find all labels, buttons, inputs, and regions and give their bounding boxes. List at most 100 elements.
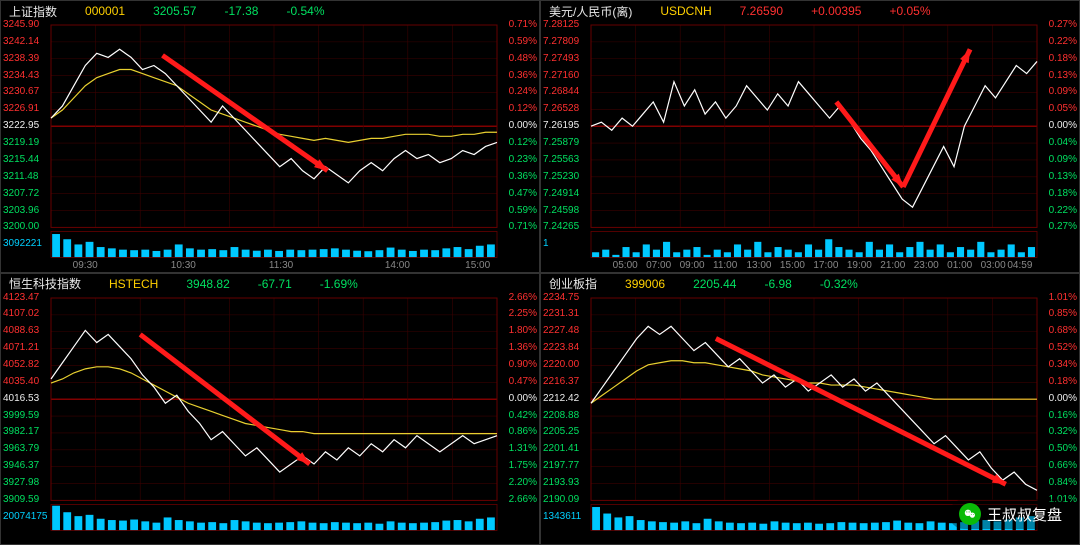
panel-header: 创业板指3990062205.44-6.98-0.32% <box>541 274 1079 294</box>
y-left-label: 2231.31 <box>543 309 579 319</box>
y-left-label: 3946.37 <box>3 461 39 471</box>
chart-panel-usdcnh: 美元/人民币(离)USDCNH7.26590+0.00395+0.05%7.28… <box>540 0 1080 273</box>
y-left-label: 2223.84 <box>543 343 579 353</box>
y-right-label: 0.00% <box>509 121 537 131</box>
y-right-label: 0.84% <box>1049 478 1077 488</box>
chart-area[interactable]: 4123.474107.024088.634071.214052.824035.… <box>1 294 539 545</box>
panel-header: 美元/人民币(离)USDCNH7.26590+0.00395+0.05% <box>541 1 1079 21</box>
y-right-label: 0.24% <box>509 87 537 97</box>
y-left-label: 7.24265 <box>543 222 579 232</box>
y-right-label: 0.13% <box>1049 172 1077 182</box>
y-right-label: 0.04% <box>1049 138 1077 148</box>
chart-panel-sse: 上证指数0000013205.57-17.38-0.54%3245.903242… <box>0 0 540 273</box>
y-right-label: 1.36% <box>509 343 537 353</box>
y-right-label: 0.50% <box>1049 444 1077 454</box>
y-right-label: 0.66% <box>1049 461 1077 471</box>
header-field: 3948.82 <box>186 277 229 291</box>
y-left-label: 3211.48 <box>3 172 38 182</box>
y-left-label: 3226.91 <box>3 104 39 114</box>
x-label: 13:00 <box>746 260 771 271</box>
y-right-label: 0.05% <box>1049 104 1077 114</box>
panel-header: 上证指数0000013205.57-17.38-0.54% <box>1 1 539 21</box>
y-right-label: 0.36% <box>509 71 537 81</box>
y-right-label: 0.12% <box>509 104 537 114</box>
x-label: 19:00 <box>847 260 872 271</box>
x-label: 01:00 <box>947 260 972 271</box>
x-label: 09:00 <box>680 260 705 271</box>
y-right-label: 0.48% <box>509 54 537 64</box>
x-label: 11:00 <box>713 260 737 271</box>
header-field: HSTECH <box>109 277 158 291</box>
x-label: 15:00 <box>780 260 805 271</box>
y-left-label: 7.26195 <box>543 121 579 131</box>
header-field: -17.38 <box>224 4 258 18</box>
y-right-label: 0.32% <box>1049 427 1077 437</box>
x-label: 14:00 <box>385 260 410 271</box>
y-left-label: 3245.90 <box>3 20 39 30</box>
header-field: 7.26590 <box>740 4 783 18</box>
y-left-label: 3242.14 <box>3 37 39 47</box>
header-field: -67.71 <box>258 277 292 291</box>
y-left-label: 3230.67 <box>3 87 39 97</box>
y-right-label: 2.66% <box>509 293 537 303</box>
y-left-label: 3203.96 <box>3 206 39 216</box>
x-label: 15:00 <box>465 260 490 271</box>
y-left-label: 7.27493 <box>543 54 579 64</box>
y-left-label: 2212.42 <box>543 394 579 404</box>
y-right-label: 0.00% <box>509 394 537 404</box>
y-right-label: 0.12% <box>509 138 537 148</box>
y-left-label: 2216.37 <box>543 377 579 387</box>
y-right-label: 0.27% <box>1049 222 1077 232</box>
chart-area[interactable]: 7.281257.278097.274937.271607.268447.265… <box>541 21 1079 272</box>
y-right-label: 0.85% <box>1049 309 1077 319</box>
chart-area[interactable]: 3245.903242.143238.393234.433230.673226.… <box>1 21 539 272</box>
y-left-label: 2205.25 <box>543 427 579 437</box>
x-label: 07:00 <box>646 260 671 271</box>
y-left-label: 4071.21 <box>3 343 39 353</box>
y-left-label: 3963.79 <box>3 444 39 454</box>
y-left-label: 3200.00 <box>3 222 39 232</box>
x-label: 21:00 <box>880 260 905 271</box>
y-right-label: 0.47% <box>509 377 537 387</box>
y-left-label: 7.24598 <box>543 206 579 216</box>
y-right-label: 1.80% <box>509 326 537 336</box>
header-field: -0.32% <box>820 277 858 291</box>
header-field: 创业板指 <box>549 275 597 292</box>
y-left-label: 7.27809 <box>543 37 579 47</box>
y-right-label: 0.47% <box>509 189 537 199</box>
x-label: 23:00 <box>914 260 939 271</box>
y-right-label: 0.18% <box>1049 377 1077 387</box>
y-right-label: 0.09% <box>1049 155 1077 165</box>
y-left-label: 2197.77 <box>543 461 579 471</box>
y-left-label: 2208.88 <box>543 411 579 421</box>
y-right-label: 2.66% <box>509 495 537 505</box>
y-left-label: 3234.43 <box>3 71 39 81</box>
header-field: -6.98 <box>764 277 791 291</box>
volume-label: 3092221 <box>3 239 42 249</box>
y-right-label: 0.68% <box>1049 326 1077 336</box>
header-field: 3205.57 <box>153 4 196 18</box>
y-left-label: 3215.44 <box>3 155 39 165</box>
y-left-label: 2227.48 <box>543 326 579 336</box>
y-right-label: 0.71% <box>509 20 537 30</box>
y-left-label: 4107.02 <box>3 309 39 319</box>
y-right-label: 0.23% <box>509 155 537 165</box>
y-left-label: 7.28125 <box>543 20 579 30</box>
watermark: 王叔叔复盘 <box>949 499 1072 529</box>
wechat-icon <box>959 503 981 525</box>
y-right-label: 0.00% <box>1049 121 1077 131</box>
y-right-label: 0.09% <box>1049 87 1077 97</box>
y-left-label: 4123.47 <box>3 293 39 303</box>
y-right-label: 1.01% <box>1049 293 1077 303</box>
header-field: -1.69% <box>320 277 358 291</box>
y-right-label: 0.42% <box>509 411 537 421</box>
x-label: 09:30 <box>73 260 98 271</box>
header-field: 上证指数 <box>9 3 57 20</box>
y-left-label: 2234.75 <box>543 293 579 303</box>
y-left-label: 2193.93 <box>543 478 579 488</box>
y-right-label: 0.59% <box>509 206 537 216</box>
y-right-label: 2.20% <box>509 478 537 488</box>
y-left-label: 3927.98 <box>3 478 39 488</box>
y-left-label: 4088.63 <box>3 326 39 336</box>
y-left-label: 7.25230 <box>543 172 579 182</box>
